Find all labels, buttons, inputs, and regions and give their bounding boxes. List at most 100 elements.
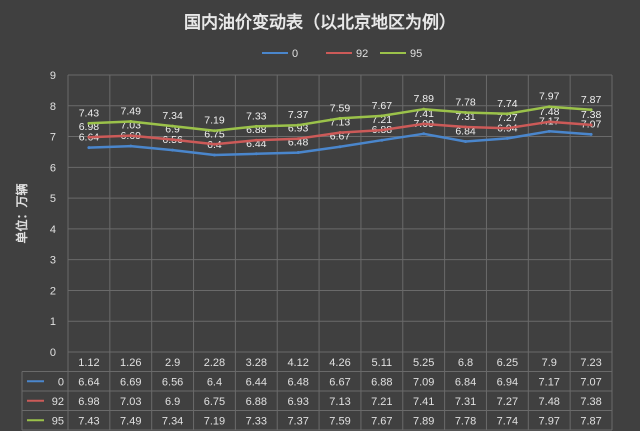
data-point-0: [464, 139, 468, 143]
table-cell: 6.88: [246, 396, 267, 408]
table-cell: 7.09: [413, 377, 434, 389]
data-point-92: [338, 131, 342, 135]
data-point-0: [254, 152, 258, 156]
data-point-95: [212, 129, 216, 133]
data-point-95: [589, 108, 593, 112]
y-tick-label: 1: [50, 316, 56, 328]
data-label-95: 7.97: [539, 91, 560, 103]
x-tick-label: 5.25: [413, 357, 434, 369]
table-cell: 7.48: [539, 396, 560, 408]
table-cell: 7.33: [246, 416, 267, 428]
table-cell: 7.87: [580, 416, 601, 428]
table-cell: 6.64: [78, 377, 99, 389]
data-point-95: [380, 114, 384, 118]
x-tick-label: 1.12: [78, 357, 99, 369]
data-point-92: [87, 135, 91, 139]
table-cell: 6.48: [287, 377, 308, 389]
y-tick-label: 3: [50, 255, 56, 267]
data-point-0: [296, 151, 300, 155]
table-cell: 7.97: [539, 416, 560, 428]
data-point-92: [547, 120, 551, 124]
table-cell: 7.59: [329, 416, 350, 428]
data-label-92: 7.38: [581, 109, 602, 121]
data-label-95: 7.87: [581, 94, 602, 106]
data-point-0: [129, 144, 133, 148]
data-label-95: 7.43: [79, 107, 100, 119]
table-cell: 6.75: [204, 396, 225, 408]
y-tick-label: 4: [50, 224, 56, 236]
table-cell: 7.31: [455, 396, 476, 408]
table-cell: 7.27: [497, 396, 518, 408]
data-label-95: 7.49: [121, 105, 142, 117]
table-cell: 7.78: [455, 416, 476, 428]
legend-label-95: 95: [410, 48, 422, 60]
legend-label-92: 92: [356, 48, 368, 60]
x-tick-label: 4.12: [287, 357, 308, 369]
data-point-0: [380, 138, 384, 142]
data-point-92: [212, 142, 216, 146]
y-tick-label: 8: [50, 101, 56, 113]
table-cell: 6.67: [329, 377, 350, 389]
table-cell: 6.88: [371, 377, 392, 389]
table-cell: 7.74: [497, 416, 518, 428]
data-label-95: 7.19: [204, 115, 225, 127]
data-point-92: [129, 134, 133, 138]
x-tick-label: 6.25: [497, 357, 518, 369]
data-label-95: 7.67: [372, 100, 393, 112]
y-tick-label: 0: [50, 347, 56, 359]
table-cell: 6.4: [207, 377, 222, 389]
data-point-92: [296, 137, 300, 141]
data-point-92: [464, 125, 468, 129]
table-cell: 7.07: [580, 377, 601, 389]
table-cell: 6.56: [162, 377, 183, 389]
data-point-95: [464, 111, 468, 115]
data-point-95: [254, 124, 258, 128]
y-tick-label: 2: [50, 285, 56, 297]
data-point-95: [87, 121, 91, 125]
table-cell: 7.37: [287, 416, 308, 428]
data-point-95: [129, 119, 133, 123]
data-label-92: 7.31: [455, 111, 476, 123]
table-cell: 6.98: [78, 396, 99, 408]
table-cell: 7.17: [539, 377, 560, 389]
x-tick-label: 6.8: [458, 357, 473, 369]
table-cell: 7.13: [329, 396, 350, 408]
x-tick-label: 1.26: [120, 357, 141, 369]
data-point-0: [171, 148, 175, 152]
data-point-0: [212, 153, 216, 157]
data-point-0: [422, 132, 426, 136]
data-point-0: [505, 136, 509, 140]
data-point-92: [422, 122, 426, 126]
table-cell: 7.43: [78, 416, 99, 428]
table-cell: 7.34: [162, 416, 183, 428]
table-cell: 7.21: [371, 396, 392, 408]
x-tick-label: 7.9: [542, 357, 557, 369]
data-point-95: [338, 116, 342, 120]
data-label-95: 7.33: [246, 110, 267, 122]
y-tick-label: 7: [50, 132, 56, 144]
table-cell: 6.84: [455, 377, 476, 389]
table-cell: 6.93: [287, 396, 308, 408]
data-point-95: [422, 107, 426, 111]
y-tick-label: 5: [50, 193, 56, 205]
x-tick-label: 7.23: [580, 357, 601, 369]
x-tick-label: 3.28: [246, 357, 267, 369]
data-label-95: 7.37: [288, 109, 309, 121]
table-cell: 7.41: [413, 396, 434, 408]
x-tick-label: 5.11: [372, 357, 393, 369]
data-label-95: 7.34: [162, 110, 183, 122]
x-tick-label: 4.26: [329, 357, 350, 369]
data-point-92: [380, 128, 384, 132]
table-cell: 7.89: [413, 416, 434, 428]
table-cell: 7.67: [371, 416, 392, 428]
data-point-92: [254, 138, 258, 142]
data-label-95: 7.74: [497, 98, 518, 110]
table-series-name: 92: [52, 396, 64, 408]
data-label-95: 7.78: [455, 97, 476, 109]
data-point-0: [547, 129, 551, 133]
table-cell: 7.49: [120, 416, 141, 428]
y-tick-label: 6: [50, 162, 56, 174]
table-cell: 6.94: [497, 377, 518, 389]
data-point-95: [547, 105, 551, 109]
data-label-95: 7.89: [413, 93, 434, 105]
